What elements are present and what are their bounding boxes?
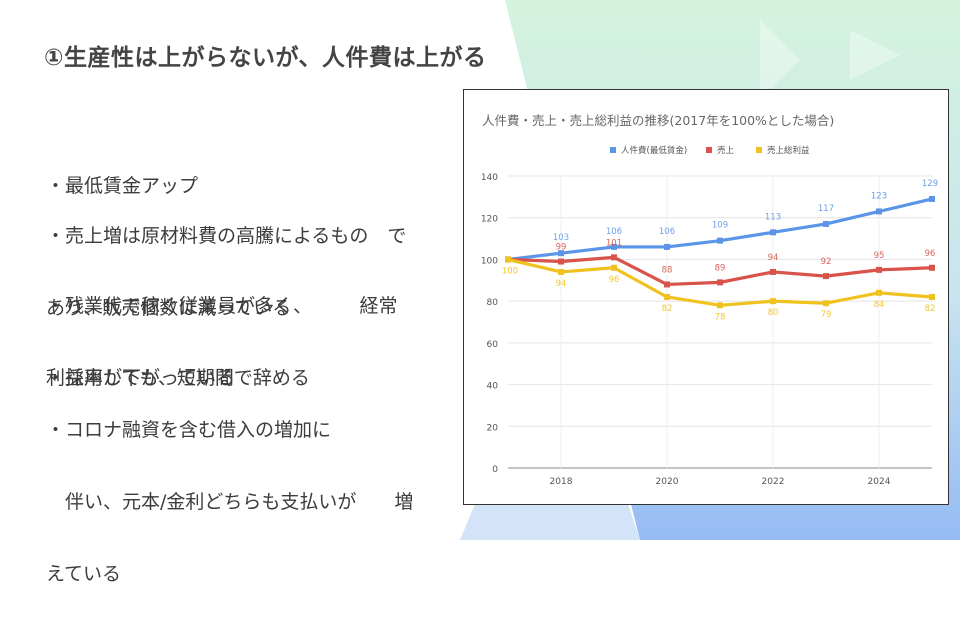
data-point (664, 281, 670, 288)
data-point (929, 264, 935, 271)
data-label: 99 (556, 243, 567, 253)
data-point (770, 229, 776, 236)
legend-swatch (706, 147, 712, 153)
data-label: 84 (874, 300, 885, 310)
data-label: 89 (715, 263, 726, 273)
line-chart: 人件費・売上・売上総利益の推移(2017年を100%とした場合) 人件費(最低賃… (481, 113, 938, 487)
data-label: 113 (765, 212, 781, 222)
data-label: 101 (606, 238, 622, 248)
data-point (929, 195, 935, 202)
legend-swatch (756, 147, 762, 153)
data-point (505, 256, 511, 263)
data-point (558, 250, 564, 257)
bullet-line: 利益率が下がっている (46, 367, 236, 389)
data-label: 106 (659, 227, 675, 237)
data-point (717, 279, 723, 286)
y-tick-label: 60 (487, 340, 499, 350)
x-tick-label: 2022 (762, 477, 785, 487)
x-tick-label: 2020 (656, 477, 679, 487)
x-tick-label: 2024 (868, 477, 891, 487)
data-point (664, 243, 670, 250)
data-point (823, 300, 829, 307)
data-label: 106 (606, 227, 622, 237)
data-label: 78 (715, 312, 726, 322)
y-tick-label: 80 (487, 298, 499, 308)
legend-swatch (610, 147, 616, 153)
data-label: 82 (662, 304, 673, 314)
data-label: 96 (925, 249, 936, 259)
data-label: 80 (768, 308, 779, 318)
data-point (823, 273, 829, 280)
data-point (823, 220, 829, 227)
bullet-line: ・最低賃金アップ (46, 175, 199, 197)
bullet-hiring: ・採用しても、短期間で辞める (46, 318, 310, 438)
chart-title: 人件費・売上・売上総利益の推移(2017年を100%とした場合) (482, 113, 834, 128)
data-point (770, 268, 776, 275)
legend-label: 人件費(最低賃金) (621, 145, 687, 156)
y-tick-label: 120 (481, 215, 498, 225)
y-tick-label: 40 (487, 382, 499, 392)
data-label: 79 (821, 310, 832, 320)
x-axis: 2018 2020 2022 2024 (550, 477, 891, 487)
data-label: 82 (925, 304, 936, 314)
data-label: 92 (821, 257, 832, 267)
data-label: 95 (874, 251, 885, 261)
data-label: 94 (556, 279, 567, 289)
y-tick-label: 20 (487, 423, 499, 433)
data-label: 103 (553, 233, 569, 243)
bullet-line: ・売上増は原材料費の高騰によるもの で (46, 225, 407, 247)
y-tick-label: 140 (481, 173, 498, 183)
bullet-line: 伴い、元本/金利どちらも支払いが 増 (46, 491, 414, 513)
slide-title: ①生産性は上がらないが、人件費は上がる (44, 45, 487, 71)
data-label: 123 (871, 191, 887, 201)
legend-label: 売上総利益 (767, 145, 810, 156)
bullet-loans: ・コロナ融資を含む借入の増加に 伴い、元本/金利どちらも支払いが 増 えている (46, 370, 413, 634)
data-label: 100 (502, 266, 518, 276)
data-label: 96 (609, 275, 620, 285)
data-point (611, 243, 617, 250)
data-point (717, 237, 723, 244)
series-2: 100 94 96 82 78 80 79 84 82 (502, 256, 936, 322)
series-1: 99 101 88 89 94 92 95 96 (505, 238, 936, 288)
chart-frame: 人件費・売上・売上総利益の推移(2017年を100%とした場合) 人件費(最低賃… (463, 89, 949, 505)
data-point (929, 293, 935, 300)
data-point (770, 298, 776, 305)
x-tick-label: 2018 (550, 477, 573, 487)
data-point (611, 254, 617, 261)
data-point (876, 289, 882, 296)
y-tick-label: 100 (481, 256, 498, 266)
chart-legend: 人件費(最低賃金) 売上 売上総利益 (610, 145, 810, 156)
data-point (558, 258, 564, 265)
y-tick-label: 0 (492, 465, 498, 475)
data-point (717, 302, 723, 309)
data-point (558, 268, 564, 275)
data-point (664, 293, 670, 300)
data-label: 109 (712, 221, 728, 231)
data-label: 117 (818, 204, 834, 214)
data-point (876, 266, 882, 273)
bullet-line: えている (46, 563, 122, 585)
bullet-minimum-wage: ・最低賃金アップ (46, 126, 198, 246)
bullet-line: あり、販売個数は減っている (46, 297, 292, 319)
data-label: 88 (662, 265, 673, 275)
bullet-line: ・コロナ融資を含む借入の増加に (46, 419, 332, 441)
data-point (611, 264, 617, 271)
bullet-line: ・採用しても、短期間で辞める (46, 367, 310, 389)
data-point (876, 208, 882, 215)
bullet-overtime: ・残業代で稼ぐ従業員が多く、 経常 利益率が下がっている (46, 246, 398, 438)
chart-grid (508, 175, 932, 469)
data-label: 94 (768, 253, 779, 263)
data-label: 129 (922, 179, 938, 189)
legend-label: 売上 (717, 145, 735, 156)
bullet-line: ・残業代で稼ぐ従業員が多く、 経常 (46, 295, 398, 317)
bullet-sales-increase: ・売上増は原材料費の高騰によるもの で あり、販売個数は減っている (46, 176, 406, 368)
y-axis: 0 20 40 60 80 100 120 140 (481, 173, 498, 475)
